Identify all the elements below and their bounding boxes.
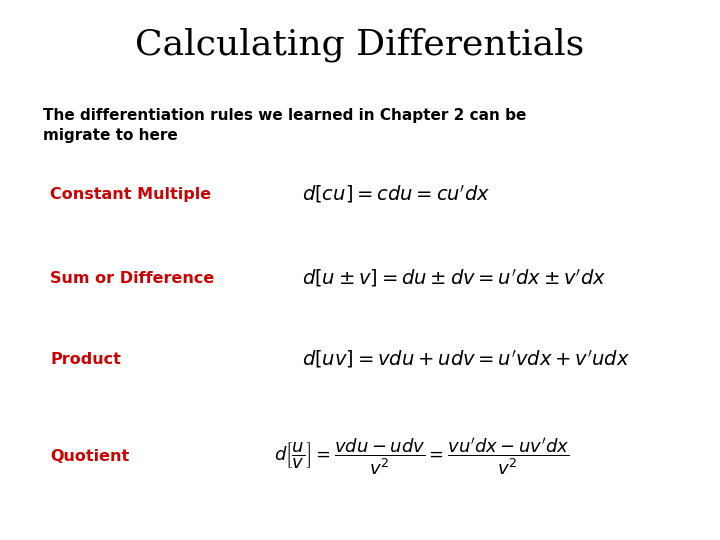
Text: Calculating Differentials: Calculating Differentials	[135, 27, 585, 62]
Text: $d[uv] = vdu + udv = u'vdx + v'udx$: $d[uv] = vdu + udv = u'vdx + v'udx$	[302, 348, 631, 370]
Text: Quotient: Quotient	[50, 449, 130, 464]
Text: The differentiation rules we learned in Chapter 2 can be
migrate to here: The differentiation rules we learned in …	[43, 108, 526, 143]
Text: Constant Multiple: Constant Multiple	[50, 187, 212, 202]
Text: Sum or Difference: Sum or Difference	[50, 271, 215, 286]
Text: $d[u \pm v] = du \pm dv = u'dx \pm v'dx$: $d[u \pm v] = du \pm dv = u'dx \pm v'dx$	[302, 267, 606, 289]
Text: $d\left[\dfrac{u}{v}\right] = \dfrac{vdu - udv}{v^2} = \dfrac{vu'dx - uv'dx}{v^2: $d\left[\dfrac{u}{v}\right] = \dfrac{vdu…	[274, 436, 569, 477]
Text: Product: Product	[50, 352, 121, 367]
Text: $d[cu] = cdu = cu'dx$: $d[cu] = cdu = cu'dx$	[302, 184, 491, 205]
